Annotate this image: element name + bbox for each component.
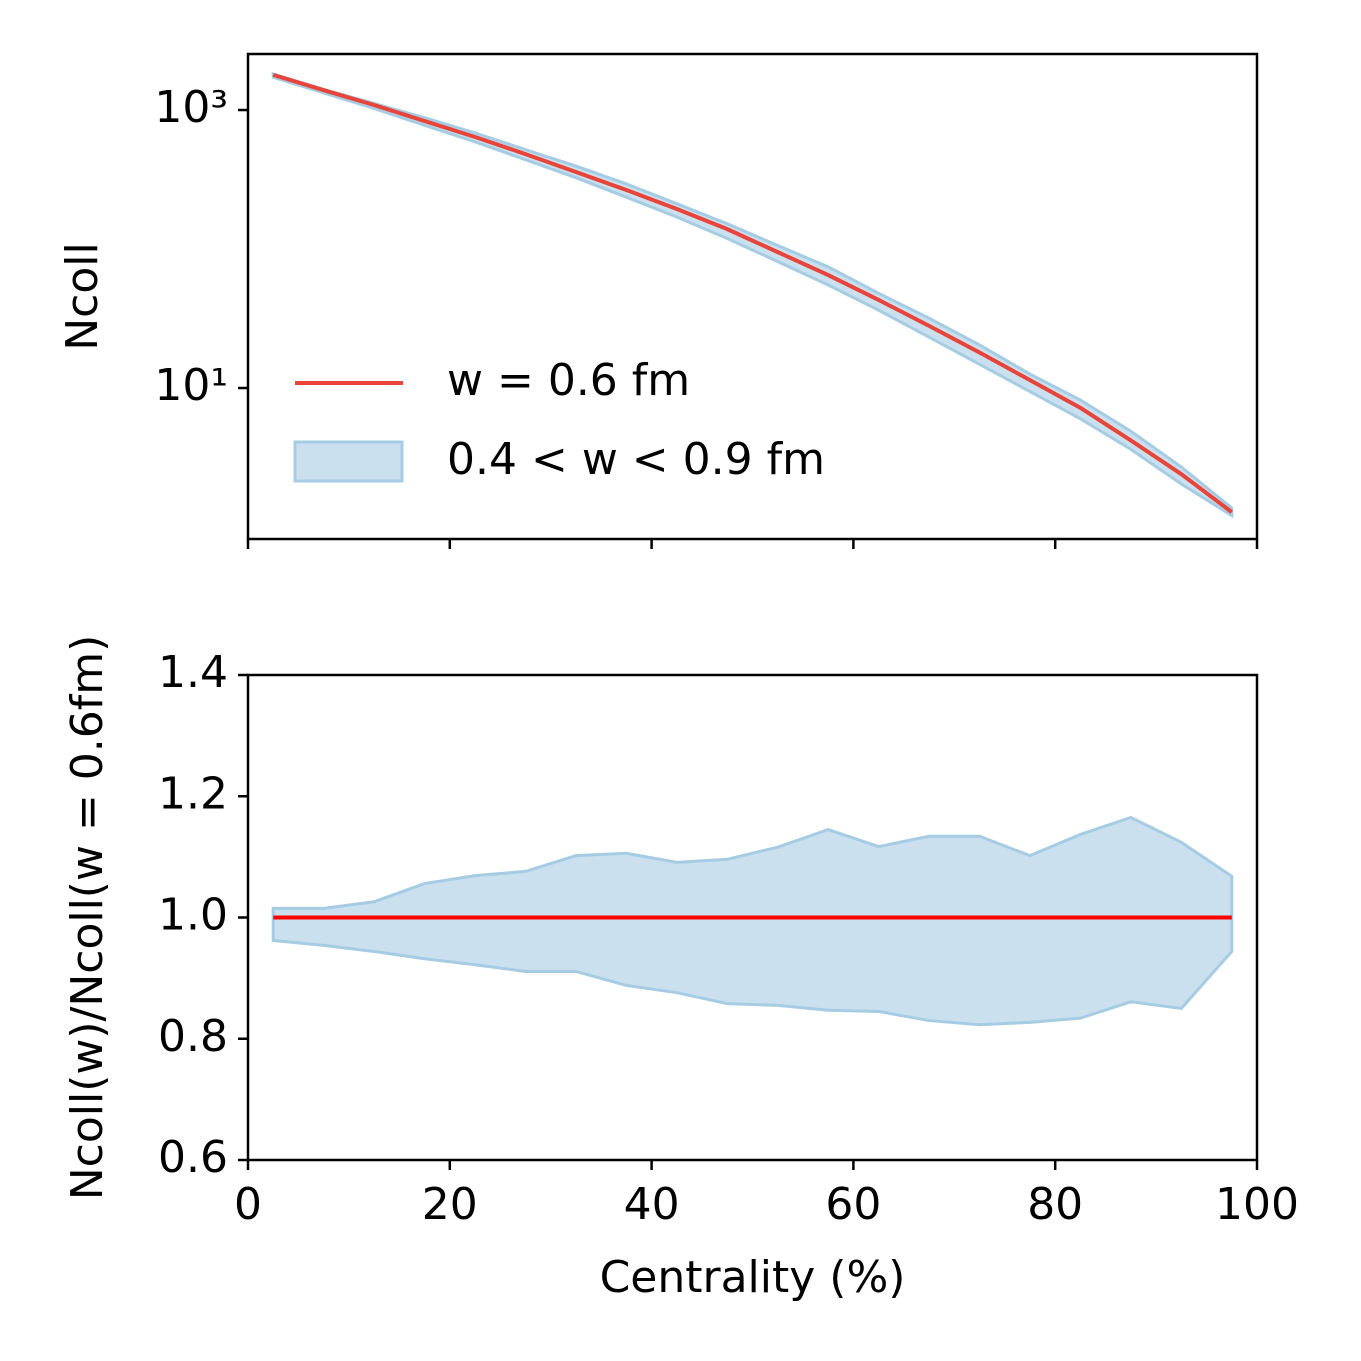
x-tick-label: 40 [624, 1179, 680, 1230]
y-axis-label: Ncoll [57, 242, 108, 350]
x-tick-label: 80 [1027, 1179, 1083, 1230]
y-tick-label: 1.0 [158, 890, 228, 941]
x-tick-label: 100 [1215, 1179, 1299, 1230]
x-tick-label: 20 [422, 1179, 478, 1230]
y-tick-label: 1.2 [158, 768, 228, 819]
line [272, 72, 1233, 514]
legend-label: w = 0.6 fm [447, 355, 690, 406]
x-tick-label: 0 [234, 1179, 262, 1230]
band [271, 71, 1234, 519]
y-axis-label: Ncoll(w)/Ncoll(w = 0.6fm) [62, 635, 113, 1201]
x-axis-label: Centrality (%) [600, 1252, 906, 1303]
axes-frame [246, 52, 1259, 541]
y-tick-label: 10¹ [154, 360, 228, 411]
legend-swatch [293, 440, 404, 483]
legend-label: 0.4 < w < 0.9 fm [447, 434, 825, 485]
y-tick-label: 0.6 [158, 1132, 228, 1183]
y-tick-label: 1.4 [158, 647, 228, 698]
x-tick-label: 60 [825, 1179, 881, 1230]
band [271, 815, 1234, 1027]
y-tick-label: 0.8 [158, 1011, 228, 1062]
y-tick-label: 10³ [154, 82, 228, 133]
